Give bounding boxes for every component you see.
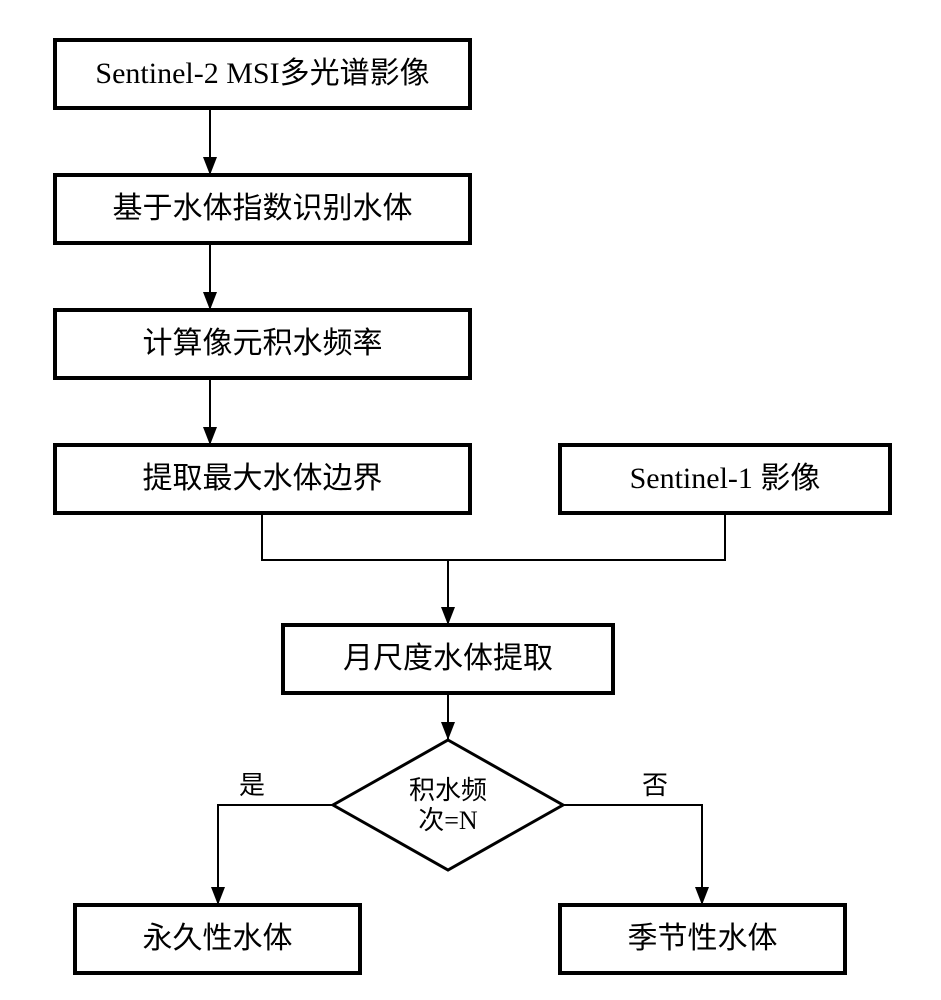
box-n2-label: 基于水体指数识别水体 [113, 192, 413, 225]
edge-n5-merge [448, 513, 725, 560]
edge-diamond-n8 [563, 805, 709, 905]
box-n1-label: Sentinel-2 MSI多光谱影像 [95, 57, 429, 90]
box-n6: 月尺度水体提取 [283, 625, 613, 693]
branch-label-yes: 是 [239, 771, 265, 800]
diamond-line2: 次=N [418, 806, 478, 835]
edge-n4-merge [262, 513, 448, 560]
box-n5: Sentinel-1 影像 [560, 445, 890, 513]
box-n3-label: 计算像元积水频率 [143, 327, 383, 360]
box-n6-label: 月尺度水体提取 [343, 642, 553, 675]
box-n2: 基于水体指数识别水体 [55, 175, 470, 243]
box-n3: 计算像元积水频率 [55, 310, 470, 378]
box-n7-label: 永久性水体 [143, 922, 293, 955]
box-n7: 永久性水体 [75, 905, 360, 973]
edge-merge-n6 [441, 560, 455, 625]
diamond-line1: 积水频 [409, 776, 487, 805]
decision-accumulation-count: 积水频次=N [333, 740, 563, 870]
box-n5-label: Sentinel-1 影像 [630, 462, 821, 495]
edge-n3-n4 [203, 378, 217, 445]
box-n4: 提取最大水体边界 [55, 445, 470, 513]
edge-n1-n2 [203, 108, 217, 175]
edge-diamond-n7 [211, 805, 333, 905]
edge-n2-n3 [203, 243, 217, 310]
box-n1: Sentinel-2 MSI多光谱影像 [55, 40, 470, 108]
box-n4-label: 提取最大水体边界 [143, 462, 383, 495]
edge-n6-diamond [441, 693, 455, 740]
box-n8: 季节性水体 [560, 905, 845, 973]
box-n8-label: 季节性水体 [628, 922, 778, 955]
branch-label-no: 否 [642, 771, 668, 800]
